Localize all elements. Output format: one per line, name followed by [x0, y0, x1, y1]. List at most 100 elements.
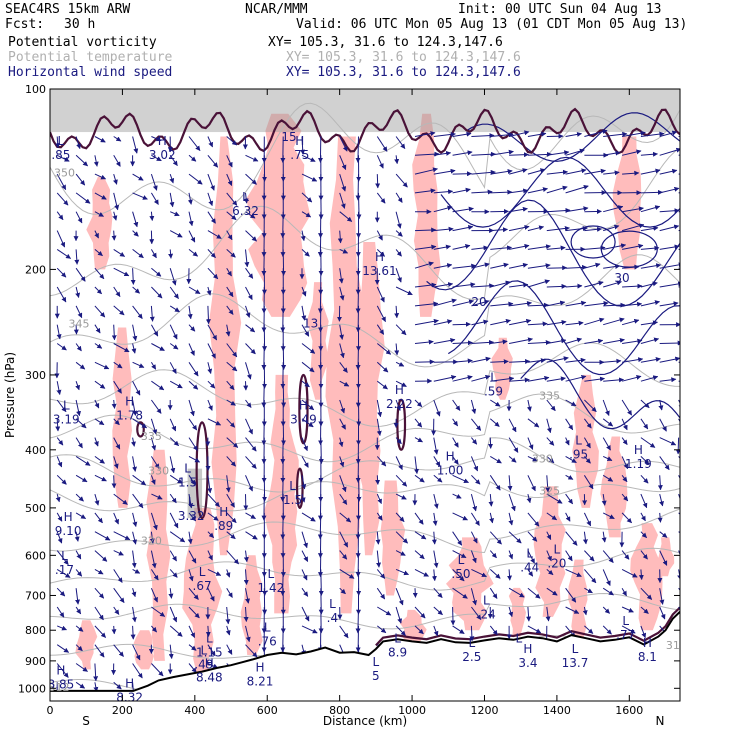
- wind-vector: [56, 286, 67, 303]
- wind-vector: [226, 286, 234, 298]
- wind-vector: [188, 625, 196, 638]
- wind-vector: [56, 343, 67, 351]
- wind-vector: [452, 569, 465, 582]
- pv-extremum-value: 6.32: [232, 204, 259, 218]
- wind-vector: [659, 130, 678, 137]
- wind-vector: [188, 286, 201, 295]
- wind-vector: [659, 418, 667, 432]
- wind-vector: [565, 606, 580, 614]
- x-tick-label: 200: [112, 704, 133, 717]
- pv-extremum-value: 1.15: [196, 645, 223, 659]
- wind-vector: [602, 569, 611, 586]
- wind-vector: [395, 493, 407, 500]
- wind-vector: [452, 150, 473, 156]
- field-name-theta: Potential temperature: [8, 50, 173, 65]
- pv-extremum-value: 13.61: [362, 264, 396, 278]
- model-title: SEAC4RS 15km ARW: [5, 2, 131, 17]
- wind-vector: [638, 569, 644, 580]
- wind-vector: [470, 493, 478, 512]
- wind-vector: [471, 356, 491, 363]
- wind-vector: [565, 550, 573, 562]
- wind-vector: [490, 132, 514, 138]
- wind-vector: [168, 249, 174, 259]
- wind-vector: [301, 380, 310, 388]
- wind-vector: [226, 192, 238, 206]
- wind-vector: [546, 376, 566, 382]
- wind-vector: [94, 136, 106, 143]
- field-xy-theta: XY= 105.3, 31.6 to 124.3,147.6: [286, 50, 521, 65]
- wind-vector: [150, 569, 159, 581]
- wind-vector: [565, 493, 574, 505]
- wind-vector: [452, 282, 476, 288]
- wind-vector: [150, 437, 157, 451]
- wind-vector: [414, 301, 439, 307]
- pv-extremum-value: 1.42: [258, 581, 285, 595]
- wind-vector: [56, 211, 64, 221]
- pv-contour: [50, 107, 680, 155]
- wind-vector: [678, 135, 680, 137]
- wind-vector: [678, 173, 680, 175]
- wind-vector: [207, 324, 218, 341]
- wind-vector: [622, 338, 643, 344]
- pv-extremum-type: L: [188, 495, 195, 509]
- wind-vector: [469, 625, 475, 642]
- wind-vector: [74, 531, 80, 542]
- wind-vector: [640, 337, 660, 344]
- wind-vector: [111, 625, 117, 635]
- wind-vector: [55, 136, 61, 149]
- y-axis-label: Pressure (hPa): [3, 352, 17, 438]
- wind-vector: [452, 187, 471, 194]
- wind-vector: [471, 151, 496, 157]
- pv-extremum-marker: L3.32: [178, 495, 205, 523]
- wind-vector: [301, 437, 308, 452]
- wind-vector: [188, 343, 195, 356]
- wind-vector: [169, 474, 183, 484]
- wind-vector: [621, 550, 630, 560]
- wind-vector: [188, 512, 197, 522]
- wind-vector: [452, 358, 473, 364]
- wind-vector: [508, 418, 517, 433]
- pv-extremum-marker: L.50: [451, 553, 470, 581]
- wind-vector: [169, 230, 183, 238]
- wind-vector: [188, 399, 195, 417]
- wind-vector: [130, 625, 136, 640]
- wind-vector: [565, 148, 585, 156]
- wind-vector: [509, 337, 533, 344]
- wind-vector: [56, 531, 63, 544]
- wind-vector: [226, 399, 236, 406]
- wind-vector: [169, 606, 178, 623]
- wind-speed-label: 15: [281, 130, 296, 144]
- wind-vector: [339, 512, 352, 523]
- wind-vector: [56, 474, 67, 485]
- wind-vector: [337, 230, 343, 244]
- wind-vector: [113, 512, 119, 525]
- wind-vector: [433, 493, 439, 509]
- wind-vector: [75, 343, 82, 352]
- wind-vector: [640, 474, 649, 484]
- wind-vector: [56, 192, 69, 206]
- wind-vector: [300, 136, 306, 155]
- wind-vector: [207, 362, 213, 374]
- pv-extremum-type: L: [394, 631, 401, 645]
- wind-vector: [490, 376, 515, 382]
- wind-vector: [131, 606, 137, 623]
- pv-extremum-type: L: [242, 190, 249, 204]
- wind-vector: [490, 455, 502, 464]
- wind-vector: [339, 418, 346, 430]
- pv-extremum-marker: L3.19: [53, 398, 80, 426]
- wind-vector: [301, 625, 318, 634]
- wind-vector: [414, 244, 437, 250]
- wind-vector: [471, 262, 490, 269]
- wind-vector: [640, 625, 647, 639]
- wind-vector: [75, 493, 84, 502]
- wind-vector: [603, 264, 621, 269]
- wind-vector: [452, 512, 468, 521]
- wind-vector: [226, 644, 233, 655]
- wind-speed-label: 30: [614, 271, 629, 285]
- wind-vector: [678, 305, 680, 307]
- pv-extremum-marker: H1.78: [116, 395, 143, 423]
- wind-vector: [188, 475, 196, 486]
- wind-vector: [490, 280, 511, 288]
- end-label-south: S: [82, 714, 90, 728]
- wind-vector: [527, 531, 538, 542]
